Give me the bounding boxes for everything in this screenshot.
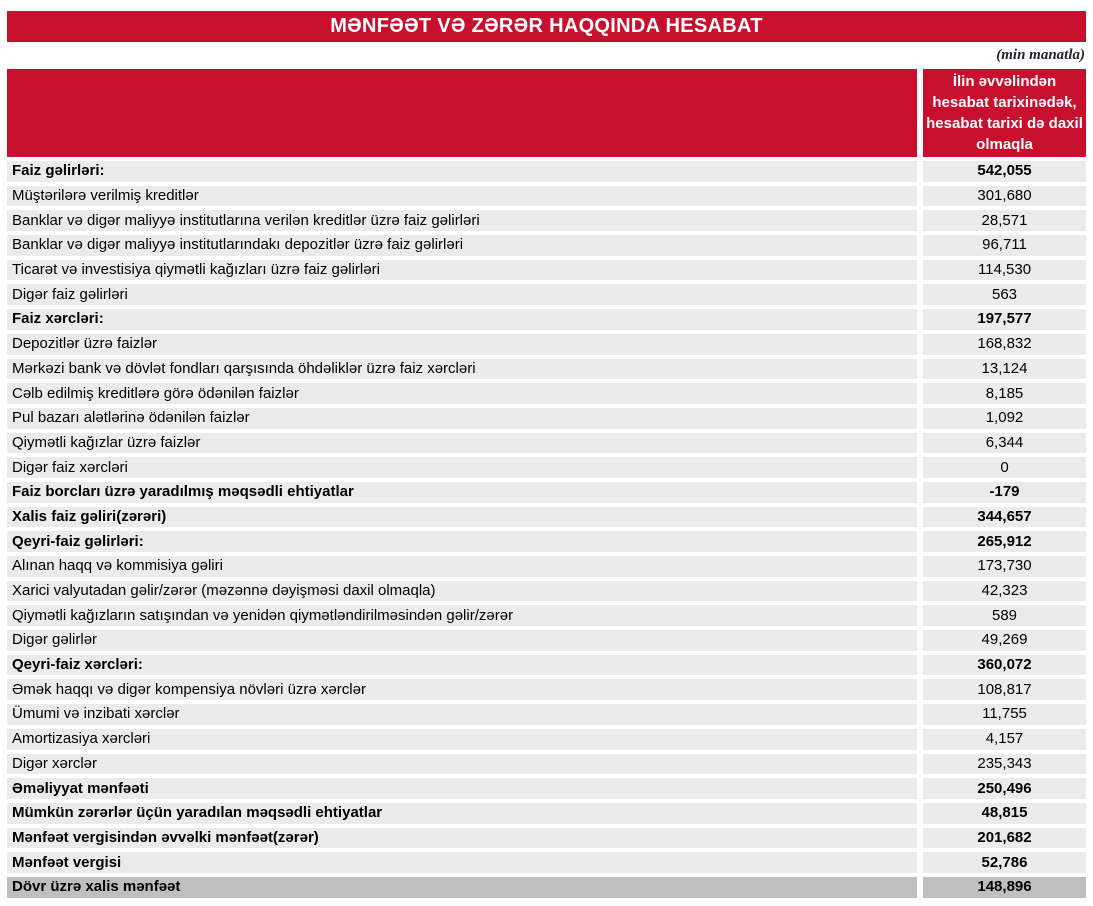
value-column-header: İlin əvvəlindən hesabat tarixinədək, hes… xyxy=(923,69,1086,157)
row-value: 301,680 xyxy=(923,185,1086,207)
row-label: Xalis faiz gəliri(zərəri) xyxy=(7,506,917,528)
report-title: MƏNFƏƏT VƏ ZƏRƏR HAQQINDA HESABAT xyxy=(330,15,763,37)
row-label: Qeyri-faiz gəlirləri: xyxy=(7,531,917,552)
row-value: 13,124 xyxy=(923,358,1086,380)
row-value: 96,711 xyxy=(923,235,1086,256)
row-label: Qiymətli kağızlar üzrə faizlər xyxy=(7,432,917,454)
row-value: 589 xyxy=(923,605,1086,627)
row-label: Pul bazarı alətlərinə ödənilən faizlər xyxy=(7,407,917,429)
row-value: 235,343 xyxy=(923,753,1086,775)
report-title-bar: MƏNFƏƏT VƏ ZƏRƏR HAQQINDA HESABAT xyxy=(7,11,1086,42)
row-label: Digər faiz xərcləri xyxy=(7,457,917,478)
row-label: Banklar və digər maliyyə institutlarına … xyxy=(7,210,917,232)
row-value: -179 xyxy=(923,481,1086,503)
row-value: 168,832 xyxy=(923,333,1086,355)
row-value: 360,072 xyxy=(923,654,1086,676)
row-label: Faiz gəlirləri: xyxy=(7,161,917,182)
row-value: 4,157 xyxy=(923,728,1086,750)
row-value: 563 xyxy=(923,284,1086,306)
row-value: 344,657 xyxy=(923,506,1086,528)
row-value: 0 xyxy=(923,457,1086,478)
table-header-spacer xyxy=(7,69,917,157)
row-label: Faiz borcları üzrə yaradılmış məqsədli e… xyxy=(7,481,917,503)
row-value: 542,055 xyxy=(923,161,1086,182)
row-label: Ümumi və inzibati xərclər xyxy=(7,704,917,725)
pl-table: İlin əvvəlindən hesabat tarixinədək, hes… xyxy=(7,69,1086,898)
row-value: 42,323 xyxy=(923,580,1086,602)
row-label: Əməliyyat mənfəəti xyxy=(7,778,917,799)
row-value: 114,530 xyxy=(923,259,1086,281)
row-value: 173,730 xyxy=(923,556,1086,577)
row-label: Banklar və digər maliyyə institutlarında… xyxy=(7,235,917,256)
row-label: Dövr üzrə xalis mənfəət xyxy=(7,876,917,898)
row-label: Depozitlər üzrə faizlər xyxy=(7,333,917,355)
row-label: Müştərilərə verilmiş kreditlər xyxy=(7,185,917,207)
row-label: Əmək haqqı və digər kompensiya növləri ü… xyxy=(7,679,917,701)
row-value: 201,682 xyxy=(923,827,1086,849)
row-label: Qeyri-faiz xərcləri: xyxy=(7,654,917,676)
row-label: Mənfəət vergisindən əvvəlki mənfəət(zərə… xyxy=(7,827,917,849)
row-value: 148,896 xyxy=(923,876,1086,898)
row-value: 49,269 xyxy=(923,630,1086,651)
row-label: Xarici valyutadan gəlir/zərər (məzənnə d… xyxy=(7,580,917,602)
row-label: Ticarət və investisiya qiymətli kağızlar… xyxy=(7,259,917,281)
row-label: Alınan haqq və kommisiya gəliri xyxy=(7,556,917,577)
unit-note: (min manatla) xyxy=(996,47,1085,63)
row-value: 28,571 xyxy=(923,210,1086,232)
row-value: 1,092 xyxy=(923,407,1086,429)
row-label: Digər xərclər xyxy=(7,753,917,775)
row-label: Mümkün zərərlər üçün yaradılan məqsədli … xyxy=(7,802,917,824)
row-label: Faiz xərcləri: xyxy=(7,309,917,330)
row-label: Mərkəzi bank və dövlət fondları qarşısın… xyxy=(7,358,917,380)
row-value: 48,815 xyxy=(923,802,1086,824)
row-value: 8,185 xyxy=(923,383,1086,404)
row-value: 197,577 xyxy=(923,309,1086,330)
row-label: Digər faiz gəlirləri xyxy=(7,284,917,306)
row-value: 11,755 xyxy=(923,704,1086,725)
row-value: 250,496 xyxy=(923,778,1086,799)
row-label: Amortizasiya xərcləri xyxy=(7,728,917,750)
row-value: 108,817 xyxy=(923,679,1086,701)
row-value: 6,344 xyxy=(923,432,1086,454)
row-label: Cəlb edilmiş kreditlərə görə ödənilən fa… xyxy=(7,383,917,404)
row-label: Qiymətli kağızların satışından və yenidə… xyxy=(7,605,917,627)
row-value: 52,786 xyxy=(923,852,1086,873)
row-label: Digər gəlirlər xyxy=(7,630,917,651)
row-value: 265,912 xyxy=(923,531,1086,552)
row-label: Mənfəət vergisi xyxy=(7,852,917,873)
